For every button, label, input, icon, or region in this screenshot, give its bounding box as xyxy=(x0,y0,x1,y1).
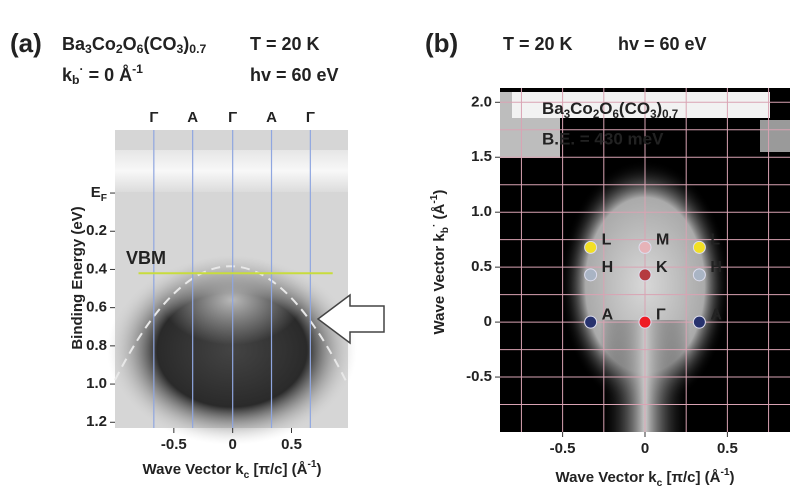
point-label: L xyxy=(710,232,720,249)
text-part: 0.7 xyxy=(189,42,206,56)
text-part: -1 xyxy=(720,467,729,478)
top-tick-label: Γ xyxy=(149,109,158,126)
point xyxy=(585,241,597,253)
point-label: H xyxy=(602,259,614,276)
text-part: b xyxy=(440,227,451,233)
point-label: M xyxy=(656,232,669,249)
y-tick-label: 0.6 xyxy=(86,299,107,316)
text-part: Ba xyxy=(542,99,564,118)
y-tick-label: 1.0 xyxy=(471,203,492,220)
top-tick-label: Γ xyxy=(228,109,237,126)
y-tick-label: 1.5 xyxy=(471,148,492,165)
panel-a-image xyxy=(107,130,357,445)
point-label: A xyxy=(602,306,614,323)
temperature: T = 20 K xyxy=(250,34,320,54)
y-axis-label: Binding Energy (eV) xyxy=(69,206,86,349)
text-part: Co xyxy=(92,34,116,54)
text-part: = 0 Å xyxy=(84,65,133,85)
text-part: -1 xyxy=(132,62,143,76)
top-tick-label: Γ xyxy=(306,109,315,126)
top-tick-label: A xyxy=(187,109,198,126)
binding-energy: B.E. = 430 meV xyxy=(542,129,664,148)
y-tick-label: -0.5 xyxy=(466,368,492,385)
text-part: (CO xyxy=(619,99,650,118)
text-part: Wave Vector k xyxy=(431,233,448,335)
text-part: ) xyxy=(317,461,322,478)
point-label: A xyxy=(710,306,722,323)
y-tick-label: 1.0 xyxy=(86,375,107,392)
text-part: ) xyxy=(730,469,735,486)
point-label: L xyxy=(602,232,612,249)
text-part: O xyxy=(123,34,137,54)
y-axis-label: Wave Vector kb· (Å-1) xyxy=(429,190,451,335)
text-part: -1 xyxy=(307,459,316,470)
x-axis-label: Wave Vector kc [π/c] (Å-1) xyxy=(142,459,321,481)
temperature: T = 20 K xyxy=(503,34,573,54)
figure: (a) Ba3Co2O6(CO3)0.7 T = 20 K kb· = 0 Å-1 hv… xyxy=(0,0,794,493)
formula: Ba3Co2O6(CO3)0.7 xyxy=(62,34,206,56)
y-tick-label: 0.5 xyxy=(471,258,492,275)
photon-energy: hv = 60 eV xyxy=(618,34,707,54)
panel-label: (b) xyxy=(425,28,458,58)
x-tick-label: -0.5 xyxy=(161,436,187,453)
x-tick-label: -0.5 xyxy=(550,440,576,457)
text-part: F xyxy=(101,193,107,204)
point xyxy=(693,316,705,328)
point-label: K xyxy=(656,259,668,276)
text-part: (CO xyxy=(143,34,176,54)
point-label: H xyxy=(710,259,722,276)
text-part: (Å xyxy=(431,203,448,223)
point xyxy=(693,241,705,253)
y-tick-label: EF xyxy=(91,184,107,204)
text-part: [π/c] (Å xyxy=(662,469,720,486)
x-axis-label: Wave Vector kc [π/c] (Å-1) xyxy=(555,467,734,489)
x-tick-label: 0.5 xyxy=(717,440,738,457)
photon-energy: hv = 60 eV xyxy=(250,65,339,85)
y-tick-label: 2.0 xyxy=(471,93,492,110)
point xyxy=(585,316,597,328)
point xyxy=(639,241,651,253)
vbm-label: VBM xyxy=(126,248,166,268)
text-part: Ba xyxy=(62,34,86,54)
y-tick-label: 0.8 xyxy=(86,337,107,354)
y-tick-label: 0.4 xyxy=(86,260,108,277)
x-tick-label: 0.5 xyxy=(281,436,302,453)
text-part: -1 xyxy=(429,194,440,203)
formula: Ba3Co2O6(CO3)0.7 xyxy=(542,99,678,121)
text-part: ) xyxy=(431,190,448,195)
point-label: Γ xyxy=(656,306,666,323)
point xyxy=(639,316,651,328)
text-part: b xyxy=(72,73,79,87)
point xyxy=(693,269,705,281)
y-tick-label: 0.2 xyxy=(86,222,107,239)
text-part: Wave Vector k xyxy=(142,461,244,478)
x-tick-label: 0 xyxy=(229,436,237,453)
text-part: E xyxy=(91,184,101,201)
text-part: O xyxy=(599,99,612,118)
momentum: kb· = 0 Å-1 xyxy=(62,62,143,87)
text-part: Co xyxy=(570,99,593,118)
x-tick-label: 0 xyxy=(641,440,649,457)
panel-label: (a) xyxy=(10,28,42,58)
text-part: Wave Vector k xyxy=(555,469,657,486)
point xyxy=(585,269,597,281)
y-tick-label: 0 xyxy=(484,313,492,330)
text-part: [π/c] (Å xyxy=(249,461,307,478)
point xyxy=(639,269,651,281)
top-tick-label: A xyxy=(266,109,277,126)
y-tick-label: 1.2 xyxy=(86,413,107,430)
text-part: 0.7 xyxy=(662,109,678,121)
